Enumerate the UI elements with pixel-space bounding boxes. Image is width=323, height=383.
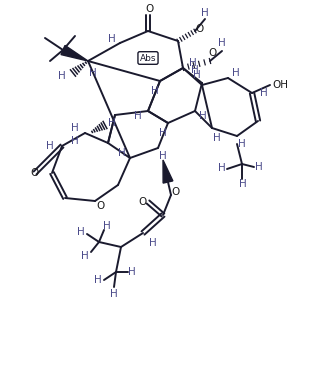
Text: H: H	[94, 275, 102, 285]
Text: H: H	[255, 162, 263, 172]
Text: O: O	[30, 168, 38, 178]
Text: H: H	[201, 8, 209, 18]
Text: Abs: Abs	[140, 54, 156, 62]
Text: H: H	[218, 163, 226, 173]
Text: H: H	[103, 221, 111, 231]
Text: H: H	[108, 34, 116, 44]
Text: H: H	[218, 38, 226, 48]
Text: H: H	[239, 179, 247, 189]
Text: H: H	[128, 267, 136, 277]
Text: H: H	[213, 133, 221, 143]
Text: O: O	[172, 187, 180, 197]
Text: O: O	[209, 48, 217, 58]
Text: OH: OH	[272, 80, 288, 90]
Text: H: H	[108, 118, 116, 128]
Polygon shape	[61, 46, 88, 61]
Text: H: H	[58, 71, 66, 81]
Text: H: H	[199, 111, 207, 121]
Text: H: H	[77, 227, 85, 237]
Text: H: H	[193, 70, 201, 80]
Text: H: H	[118, 148, 126, 158]
Text: H: H	[151, 86, 159, 96]
Text: O: O	[196, 24, 204, 34]
Text: H: H	[238, 139, 246, 149]
Text: H: H	[260, 88, 268, 98]
Text: O: O	[96, 201, 104, 211]
Text: H: H	[81, 251, 89, 261]
Text: O: O	[139, 197, 147, 207]
Text: H: H	[71, 123, 79, 133]
Text: H: H	[159, 128, 167, 138]
Text: H: H	[110, 289, 118, 299]
Text: H: H	[89, 68, 97, 78]
Text: H: H	[232, 68, 240, 78]
Text: H: H	[134, 111, 142, 121]
Polygon shape	[163, 160, 173, 183]
Text: H: H	[71, 136, 79, 146]
Text: O: O	[146, 4, 154, 14]
Text: H: H	[189, 58, 197, 68]
Text: H: H	[191, 65, 199, 75]
Text: H: H	[159, 151, 167, 161]
Text: H: H	[46, 141, 54, 151]
Text: H: H	[149, 238, 157, 248]
